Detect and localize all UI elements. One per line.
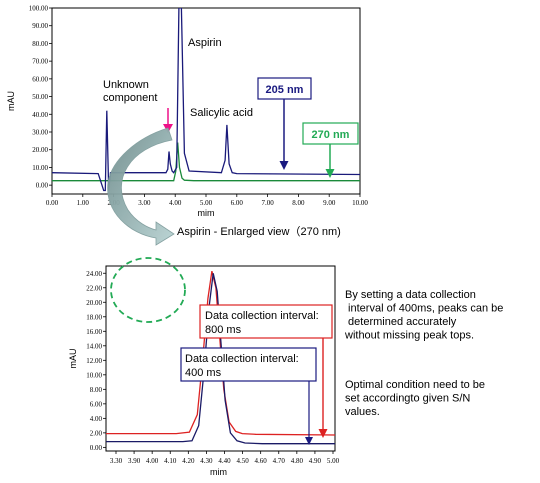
chart1-ytick-label: 100.00 (29, 5, 49, 13)
arrow-270nm-head (325, 169, 335, 178)
chart2-xtick-label: 4.30 (200, 457, 213, 465)
chart2-ytick-label: 20.00 (86, 299, 102, 307)
chart2-x-axis-label: mim (210, 467, 227, 477)
chart2-ytick-label: 16.00 (86, 328, 102, 336)
chart1-xtick-label: 0.00 (46, 199, 59, 207)
chart1-xtick-label: 3.00 (138, 199, 151, 207)
chart1-xtick-label: 5.00 (200, 199, 213, 207)
chart2-xtick-label: 4.20 (182, 457, 195, 465)
chart1-xtick-label: 4.00 (169, 199, 182, 207)
chart2-ytick-label: 22.00 (86, 284, 102, 292)
chart2-xtick-label: 4.50 (236, 457, 249, 465)
chart2-ytick-label: 2.00 (90, 429, 103, 437)
box-400ms-label: Data collection interval: 400 ms (185, 353, 299, 379)
chart2-xtick-label: 4.90 (309, 457, 322, 465)
chart1-x-axis-label: mim (198, 208, 215, 218)
chart2-xtick-label: 4.70 (273, 457, 286, 465)
chart1-ytick-label: 0.00 (36, 182, 49, 190)
chart1-xtick-label: 10.00 (352, 199, 368, 207)
chart1-ytick-label: 90.00 (32, 22, 48, 30)
peak-highlight-circle (110, 257, 186, 323)
chart2-y-axis-label: mAU (68, 349, 78, 369)
arrow-400ms-head (305, 437, 313, 445)
chart2-xtick-label: 4.10 (164, 457, 177, 465)
chart2-ytick-label: 24.00 (86, 270, 102, 278)
box-800ms (199, 304, 333, 339)
enlarge-callout-arrow (107, 127, 175, 246)
chart1-frame (51, 7, 361, 195)
chart2-ytick-label: 14.00 (86, 342, 102, 350)
chart1-ytick-label: 50.00 (32, 93, 48, 101)
chart2-xtick-label: 3.30 (110, 457, 123, 465)
chart2-ytick-label: 18.00 (86, 313, 102, 321)
chart1-xtick-label: 7.00 (261, 199, 274, 207)
box-400ms (180, 347, 317, 382)
chart2-xtick-label: 4.00 (146, 457, 159, 465)
note-400ms-explanation: By setting a data collection interval of… (344, 289, 503, 342)
label-270nm: 270 nm (312, 129, 350, 141)
chart2-ytick-label: 4.00 (90, 415, 103, 423)
chart1-xtick-label: 1.00 (77, 199, 90, 207)
chart1-ytick-label: 70.00 (32, 58, 48, 66)
chart1-ytick-label: 20.00 (32, 146, 48, 154)
chart1-y-axis-label: mAU (6, 91, 16, 111)
chart1-ytick-label: 80.00 (32, 40, 48, 48)
arrow-205nm-head (279, 161, 289, 170)
chart2-series-400ms (106, 273, 335, 445)
chart1-ytick-label: 40.00 (32, 111, 48, 119)
annotation-salicylic-acid: Salicylic acid (190, 107, 253, 119)
box-800ms-label: Data collection interval: 800 ms (205, 310, 319, 336)
chart1-xtick-label: 9.00 (323, 199, 336, 207)
note-optimal-condition: Optimal condition need to be set accordin… (345, 379, 485, 418)
annotation-aspirin: Aspirin (188, 37, 222, 49)
chart2-ytick-label: 10.00 (86, 371, 102, 379)
chart1-ytick-label: 30.00 (32, 129, 48, 137)
chart2-ytick-label: 8.00 (90, 386, 103, 394)
annotation-unknown-component: Unknown component (103, 79, 157, 104)
chart1-ytick-label: 10.00 (32, 164, 48, 172)
chart2-ytick-label: 12.00 (86, 357, 102, 365)
chart2-ytick-label: 6.00 (90, 400, 103, 408)
chart1-series-270nm (52, 142, 360, 182)
chart2-ytick-label: 0.00 (90, 444, 103, 452)
chart2-title: Aspirin - Enlarged view（270 nm) (177, 225, 341, 238)
chart1-xtick-label: 6.00 (231, 199, 244, 207)
label-205nm: 205 nm (266, 84, 304, 96)
chart1-xtick-label: 8.00 (292, 199, 305, 207)
chart1-ytick-label: 60.00 (32, 75, 48, 83)
chart2-xtick-label: 4.40 (218, 457, 231, 465)
chart1-series-205nm (52, 8, 360, 192)
arrow-800ms-head (318, 429, 328, 438)
chart2-xtick-label: 4.80 (291, 457, 304, 465)
chart2-xtick-label: 5.00 (327, 457, 340, 465)
chart2-xtick-label: 4.60 (255, 457, 268, 465)
chart2-xtick-label: 3.90 (128, 457, 141, 465)
